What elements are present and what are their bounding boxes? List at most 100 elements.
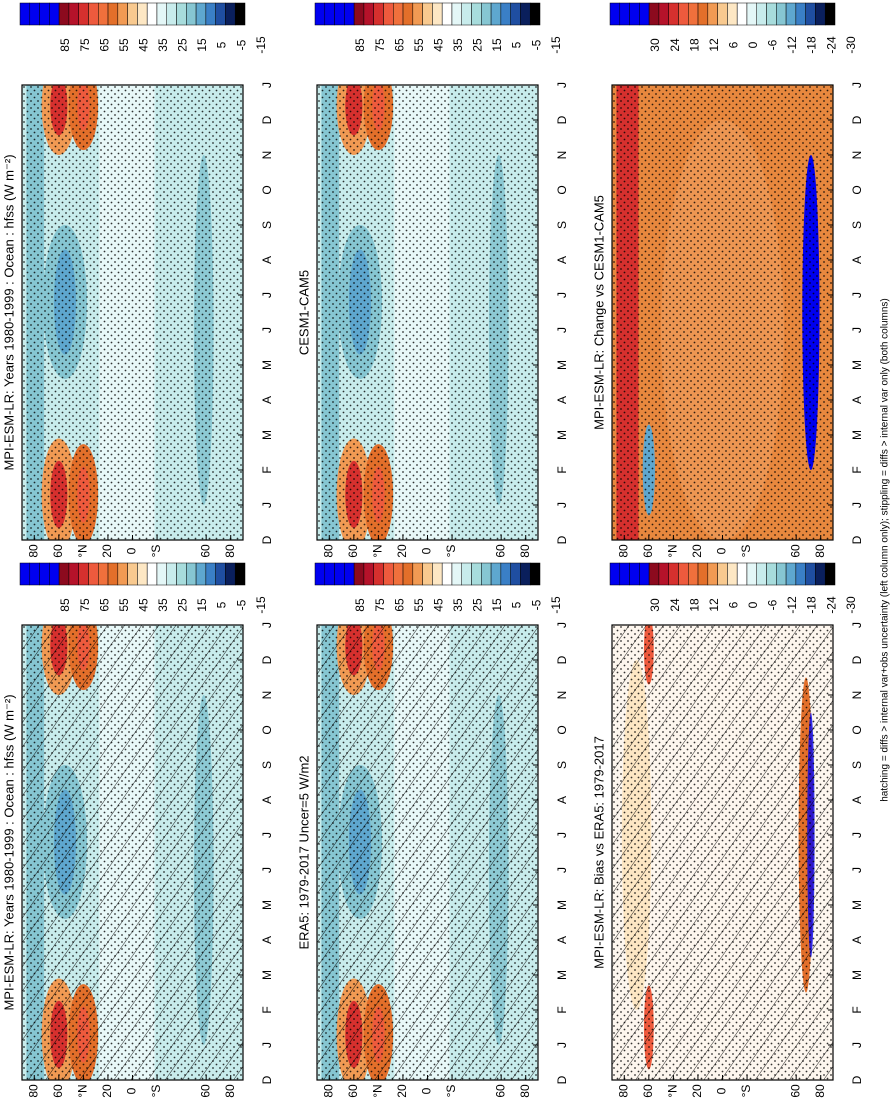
colorbar-label: 15 <box>490 38 504 52</box>
colorbar-label: 45 <box>136 38 150 52</box>
month-label: M <box>850 970 864 980</box>
colorbar-box <box>815 562 826 586</box>
colorbar-box <box>736 2 748 26</box>
colorbar-label: 75 <box>78 598 92 612</box>
lat-label: °S <box>444 1085 458 1098</box>
lat-label: 80 <box>223 544 237 558</box>
colorbar-box <box>824 562 836 586</box>
colorbar-box <box>19 2 31 26</box>
colorbar-box <box>490 2 502 26</box>
lat-label: °S <box>444 545 458 558</box>
colorbar-box <box>795 2 806 26</box>
month-label: J <box>260 82 274 88</box>
colorbar-box <box>137 562 148 586</box>
month-label: J <box>850 327 864 333</box>
colorbar-box <box>422 2 433 26</box>
colorbar-box <box>29 562 40 586</box>
colorbar-box <box>353 562 365 586</box>
colorbar-box <box>648 562 660 586</box>
colorbar-label: 35 <box>451 38 465 52</box>
month-label: F <box>555 1006 569 1013</box>
month-label: A <box>555 936 569 944</box>
month-label: M <box>555 430 569 440</box>
month-label: N <box>850 151 864 160</box>
colorbar-box <box>225 562 236 586</box>
month-label: A <box>260 256 274 264</box>
month-label: J <box>850 292 864 298</box>
colorbar-box <box>29 2 40 26</box>
month-label: J <box>850 832 864 838</box>
panel-title: MPI-ESM-LR: Bias vs ERA5: 1979-2017 <box>591 736 606 969</box>
lat-label: °S <box>149 545 163 558</box>
colorbar-label: 12 <box>707 598 721 612</box>
colorbar-box <box>678 2 689 26</box>
month-label: J <box>555 867 569 873</box>
colorbar-box <box>49 562 60 586</box>
colorbar-box <box>234 2 246 26</box>
lat-label: °N <box>76 544 90 557</box>
colorbar-box <box>393 2 404 26</box>
colorbar-box <box>234 562 246 586</box>
month-label: J <box>850 867 864 873</box>
month-label: F <box>555 466 569 473</box>
colorbar-box <box>39 562 50 586</box>
field <box>612 625 833 1080</box>
month-label: O <box>260 725 274 734</box>
colorbar-box <box>383 2 394 26</box>
lat-label: 60 <box>51 1084 65 1098</box>
month-label: S <box>850 221 864 229</box>
colorbar-label: 55 <box>412 598 426 612</box>
month-label: D <box>555 115 569 124</box>
colorbar-box <box>639 2 650 26</box>
colorbar-box <box>805 562 816 586</box>
colorbar-box <box>441 2 453 26</box>
colorbar-box <box>766 562 777 586</box>
lat-label: 60 <box>198 1084 212 1098</box>
month-label: D <box>260 535 274 544</box>
colorbar-label: -18 <box>805 36 819 54</box>
colorbar-label: 85 <box>58 598 72 612</box>
colorbar-box <box>107 2 119 26</box>
lat-label: °N <box>666 1084 680 1097</box>
month-label: F <box>260 1006 274 1013</box>
colorbar-box <box>756 2 767 26</box>
colorbar-label: 30 <box>648 38 662 52</box>
colorbar-box <box>117 562 128 586</box>
month-label: A <box>555 256 569 264</box>
colorbar-box <box>432 2 443 26</box>
stipple <box>22 85 243 540</box>
colorbar-box <box>776 562 787 586</box>
month-label: S <box>850 761 864 769</box>
month-label: A <box>850 256 864 264</box>
colorbar-label: 15 <box>195 598 209 612</box>
colorbar-box <box>481 562 492 586</box>
panel-title: MPI-ESM-LR: Years 1980-1999 : Ocean : hf… <box>1 154 16 470</box>
colorbar-box <box>697 2 709 26</box>
month-label: S <box>260 221 274 229</box>
colorbar-box <box>195 562 207 586</box>
lat-label: 60 <box>788 544 802 558</box>
colorbar-label: 30 <box>648 598 662 612</box>
month-label: O <box>555 725 569 734</box>
colorbar-label: 6 <box>726 601 740 608</box>
colorbar-box <box>383 562 394 586</box>
month-label: D <box>850 535 864 544</box>
colorbar-label: 35 <box>451 598 465 612</box>
lat-label: 60 <box>641 544 655 558</box>
colorbar-label: -12 <box>785 36 799 54</box>
colorbar-label: 5 <box>215 41 229 48</box>
colorbar-label: 18 <box>687 38 701 52</box>
colorbar-box <box>776 2 787 26</box>
month-label: M <box>850 900 864 910</box>
lat-label: 0 <box>125 547 139 554</box>
lat-label: °N <box>76 1084 90 1097</box>
month-label: D <box>260 1075 274 1084</box>
lat-label: 80 <box>518 1084 532 1098</box>
month-label: J <box>850 502 864 508</box>
month-label: J <box>260 832 274 838</box>
colorbar-box <box>334 2 345 26</box>
colorbar-box <box>166 2 177 26</box>
colorbar-label: -6 <box>766 599 780 610</box>
colorbar-box <box>746 2 757 26</box>
colorbar-label: 25 <box>471 38 485 52</box>
